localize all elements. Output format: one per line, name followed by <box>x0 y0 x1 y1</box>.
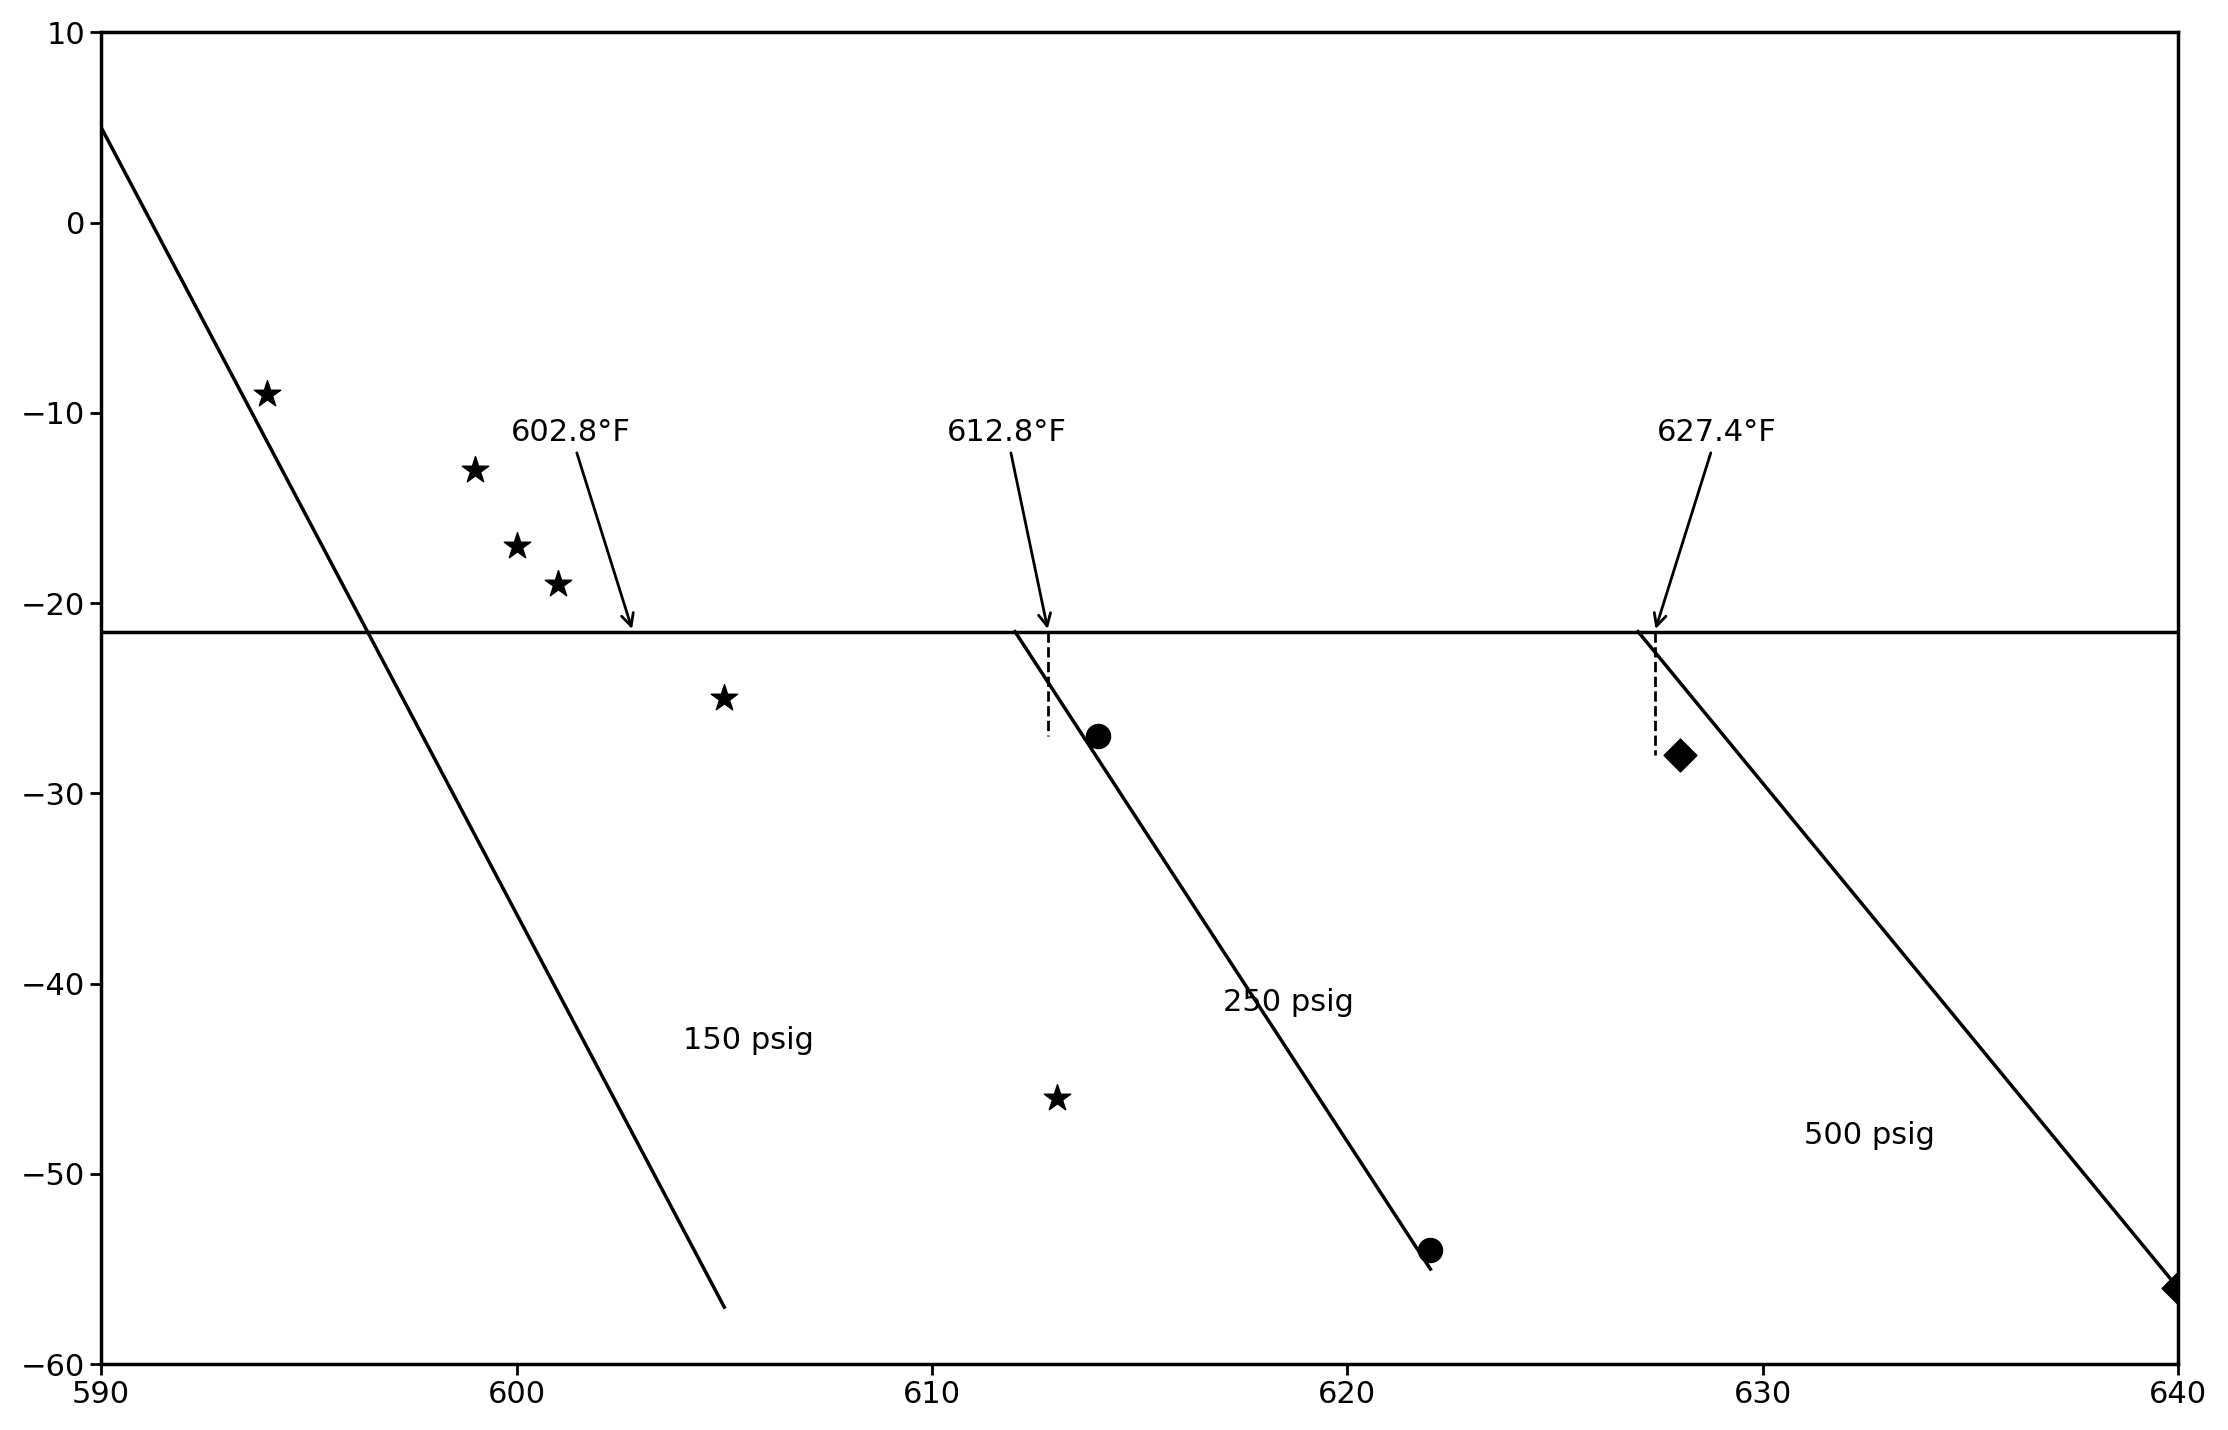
Point <box>1081 725 1116 748</box>
Point <box>499 535 535 558</box>
Text: 602.8°F: 602.8°F <box>510 419 633 626</box>
Text: 500 psig: 500 psig <box>1805 1121 1936 1150</box>
Text: 250 psig: 250 psig <box>1223 988 1355 1017</box>
Point <box>1038 1087 1074 1110</box>
Text: 612.8°F: 612.8°F <box>947 419 1067 626</box>
Point <box>706 686 742 709</box>
Point <box>457 459 492 482</box>
Point <box>1413 1238 1448 1261</box>
Text: 627.4°F: 627.4°F <box>1655 419 1778 626</box>
Point <box>250 382 285 405</box>
Point <box>2161 1277 2197 1300</box>
Text: 150 psig: 150 psig <box>682 1027 813 1055</box>
Point <box>1662 744 1698 766</box>
Point <box>539 572 575 595</box>
